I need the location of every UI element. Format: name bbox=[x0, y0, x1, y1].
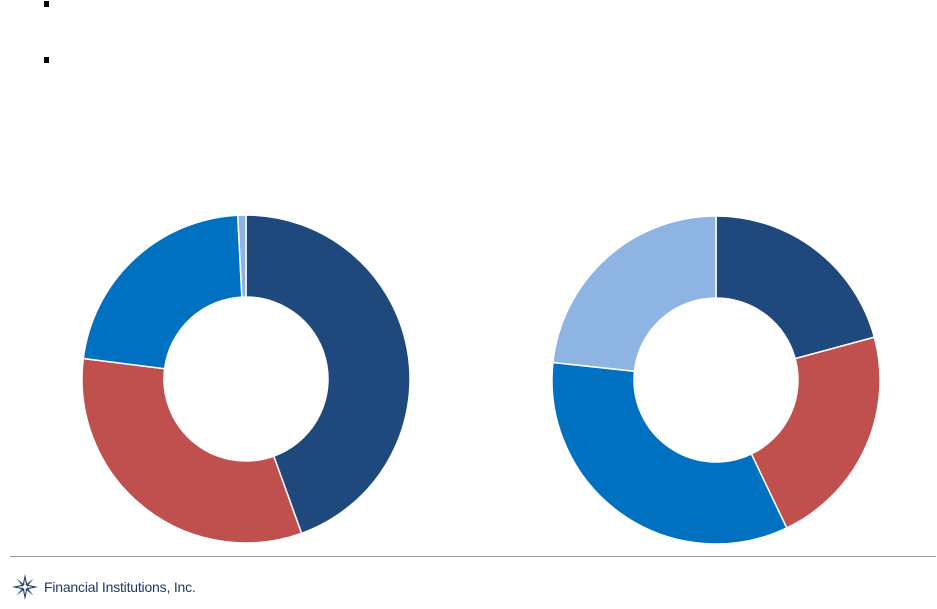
donut-chart-left bbox=[81, 214, 411, 544]
donut-slice-1 bbox=[245, 214, 411, 535]
bullet-marker bbox=[44, 1, 49, 7]
bullet-marker bbox=[44, 57, 49, 63]
company-name: Financial Institutions, Inc. bbox=[44, 579, 196, 595]
donut-slice-1 bbox=[715, 215, 876, 360]
compass-star-icon bbox=[12, 574, 38, 600]
donut-slice-2 bbox=[81, 357, 303, 544]
donut-chart-right bbox=[551, 215, 881, 545]
donut-slice-3 bbox=[551, 361, 788, 545]
donut-slice-4 bbox=[236, 214, 247, 298]
footer-divider bbox=[10, 556, 936, 557]
donut-slice-4 bbox=[552, 215, 717, 373]
donut-slice-3 bbox=[82, 214, 243, 370]
company-logo: Financial Institutions, Inc. bbox=[11, 573, 196, 601]
donut-slice-2 bbox=[750, 336, 881, 529]
